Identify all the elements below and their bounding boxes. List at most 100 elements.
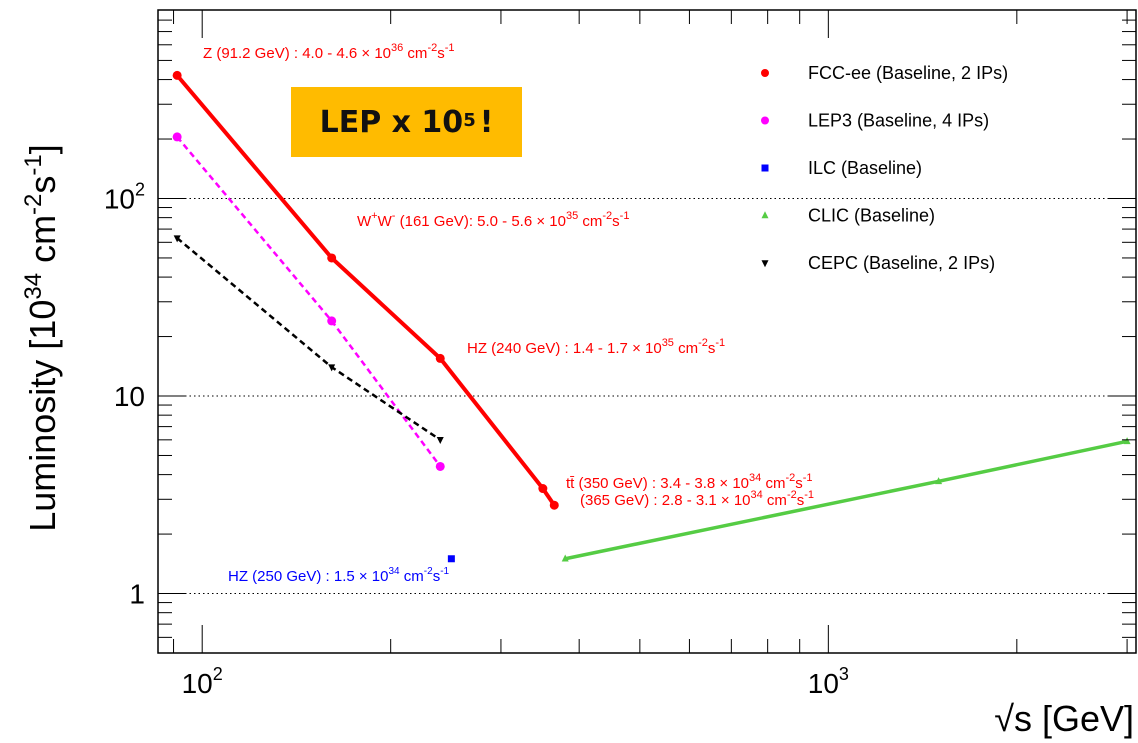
annotation-tt365-exp3: -1 [804,489,814,501]
legend-marker-2 [761,164,769,172]
y-axis-title: Luminosity [1034 cm-2s-1] [20,144,63,532]
legend-marker-4 [761,260,769,268]
annotation-tt365-part2: cm [763,492,787,509]
plot-frame [157,9,1137,654]
data-point-0-3 [538,484,548,494]
annotation-tt365-part1: (365 GeV) : 2.8 - 3.1 × 10 [580,492,751,509]
annotation-tt350-part1: tt̄ (350 GeV) : 3.4 - 3.8 × 10 [566,475,749,492]
annotation-z-exp1: 36 [391,42,403,54]
legend-label-3: CLIC (Baseline) [808,206,935,226]
legend-marker-1 [761,116,769,125]
annotation-ww-part3: (161 GeV): 5.0 - 5.6 × 10 [395,213,566,230]
series-line-1 [176,136,442,468]
annotation-hz250-part1: HZ (250 GeV) : 1.5 × 10 [228,568,389,585]
data-point-0-4 [549,500,559,510]
annotation-ww-exp1: + [371,210,377,222]
x-tick-label-base: 10 [808,668,839,699]
annotation-ww-exp3: 35 [566,210,578,222]
annotation-tt365-exp1: 34 [751,489,763,501]
annotation-hz240-part1: HZ (240 GeV) : 1.4 - 1.7 × 10 [467,340,662,357]
grid-lines [158,197,1136,595]
legend: FCC-ee (Baseline, 2 IPs) LEP3 (Baseline, … [761,63,1008,273]
data-point-1-0 [172,132,182,142]
annotation-tt365-exp2: -2 [787,489,797,501]
annotation-ww: W+W- (161 GeV): 5.0 - 5.6 × 1035 cm-2s-1 [357,210,629,230]
data-point-0-0 [172,70,182,80]
y-axis-title-part4: ] [22,144,63,154]
series-0 [172,70,559,510]
data-point-2-0 [447,555,455,563]
annotation-z-part3: s [437,45,445,62]
annotation-ww-exp2: - [392,210,396,222]
data-point-1-2 [435,461,445,471]
data-point-4-2 [436,437,444,445]
x-tick-label-1: 103 [808,664,849,699]
annotation-hz250-part3: s [433,568,441,585]
annotation-hz250-exp3: -1 [440,566,449,577]
y-axis-title-part2: cm [22,215,63,273]
badge-text: LEP x 10 [319,104,464,140]
annotation-hz240-part3: s [708,340,716,357]
annotation-tt365-part3: s [797,492,805,509]
legend-label-0: FCC-ee (Baseline, 2 IPs) [808,63,1008,83]
annotation-hz240: HZ (240 GeV) : 1.4 - 1.7 × 1035 cm-2s-1 [467,337,725,357]
x-tick-label-exp: 2 [213,664,223,684]
y-tick-label-2: 102 [104,179,145,214]
annotation-z-exp3: -1 [445,42,455,54]
annotation-hz240-exp3: -1 [715,337,725,349]
legend-marker-3 [761,211,769,219]
data-point-0-1 [327,253,337,263]
annotation-z-part2: cm [403,45,427,62]
annotation-z-exp2: -2 [427,42,437,54]
y-axis-title-part1: Luminosity [10 [22,300,63,532]
annotation-hz250-exp2: -2 [424,566,433,577]
annotation-tt350: tt̄ (350 GeV) : 3.4 - 3.8 × 1034 cm-2s-1 [566,472,813,492]
annotation-tt350-exp3: -1 [803,472,813,484]
x-tick-label-0: 102 [182,664,223,699]
x-tick-label-base: 10 [182,668,213,699]
series-1 [172,132,445,471]
legend-label-2: ILC (Baseline) [808,158,922,178]
annotation-tt350-exp2: -2 [785,472,795,484]
y-axis-title-exp1: 34 [20,273,47,300]
y-tick-label-base: 10 [104,183,135,214]
annotation-z-part1: Z (91.2 GeV) : 4.0 - 4.6 × 10 [203,45,391,62]
annotation-tt350-exp1: 34 [749,472,761,484]
annotation-ww-part2: W [378,213,393,230]
x-axis-title: √s [GeV] [994,698,1134,739]
data-point-0-2 [435,353,445,363]
annotation-z: Z (91.2 GeV) : 4.0 - 4.6 × 1036 cm-2s-1 [203,42,455,62]
annotation-tt350-part2: cm [761,475,785,492]
annotation-ww-part4: cm [578,213,602,230]
legend-marker-0 [761,69,769,77]
annotation-hz250-part2: cm [400,568,424,585]
x-tick-label-exp: 3 [839,664,849,684]
annotation-tt350-part3: s [795,475,803,492]
annotation-ww-part1: W [357,213,372,230]
annotation-ww-exp5: -1 [620,210,630,222]
annotation-hz240-part2: cm [674,340,698,357]
series-3 [561,437,1131,562]
annotation-hz240-exp2: -2 [698,337,708,349]
y-axis-title-exp2: -2 [20,194,47,215]
series-2 [447,555,455,563]
y-tick-label-0: 1 [129,579,145,610]
axis-ticks [158,9,1136,654]
annotation-ww-part5: s [612,213,620,230]
series-4 [173,235,444,445]
badge-suffix: ! [479,104,494,140]
annotation-hz240-exp1: 35 [662,337,674,349]
data-point-3-0 [561,554,569,562]
y-tick-label-exp: 2 [135,179,145,199]
data-point-4-1 [328,364,336,372]
data-point-1-1 [327,316,337,326]
annotation-ww-exp4: -2 [602,210,612,222]
series-line-4 [176,237,441,441]
data-point-4-0 [173,235,181,243]
annotation-hz250-exp1: 34 [389,566,401,577]
y-axis-title-exp3: -1 [20,154,47,175]
y-axis-title-part3: s [22,176,63,194]
lep-badge: LEP x 10 5! [291,87,522,157]
